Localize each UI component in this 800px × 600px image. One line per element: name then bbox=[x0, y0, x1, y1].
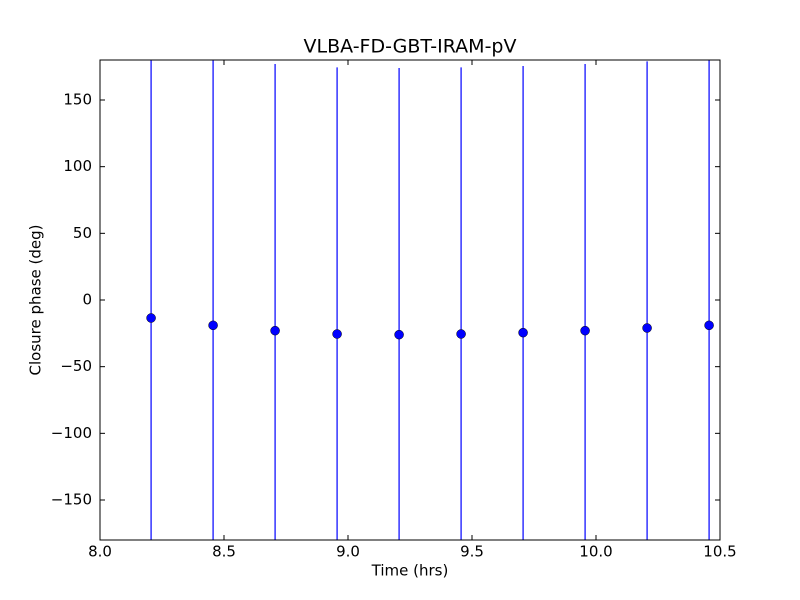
x-tick-label: 10.5 bbox=[703, 543, 736, 561]
y-tick-label: 50 bbox=[73, 224, 92, 242]
x-tick-label: 8.5 bbox=[212, 543, 236, 561]
data-point bbox=[456, 329, 466, 339]
x-tick-label: 9.0 bbox=[336, 543, 360, 561]
y-tick-label: −150 bbox=[51, 491, 92, 509]
data-point bbox=[580, 325, 590, 336]
data-point bbox=[332, 329, 342, 339]
data-point bbox=[208, 320, 218, 331]
y-axis-label: Closure phase (deg) bbox=[27, 225, 45, 376]
chart-title: VLBA-FD-GBT-IRAM-pV bbox=[304, 36, 517, 58]
y-tick-label: −50 bbox=[60, 357, 92, 375]
data-point bbox=[394, 329, 404, 340]
x-tick-label: 9.5 bbox=[460, 543, 484, 561]
y-tick-label: 100 bbox=[63, 157, 92, 175]
x-tick-label: 8.0 bbox=[88, 543, 112, 561]
y-tick-label: 0 bbox=[82, 291, 92, 309]
data-point bbox=[642, 323, 652, 333]
data-point bbox=[146, 313, 156, 323]
data-point bbox=[518, 327, 528, 338]
y-tick-label: 150 bbox=[63, 91, 92, 109]
data-point bbox=[704, 320, 714, 331]
x-axis-label: Time (hrs) bbox=[371, 562, 449, 580]
y-tick-label: −100 bbox=[51, 424, 92, 442]
x-tick-label: 10.0 bbox=[579, 543, 612, 561]
data-point bbox=[270, 325, 280, 336]
